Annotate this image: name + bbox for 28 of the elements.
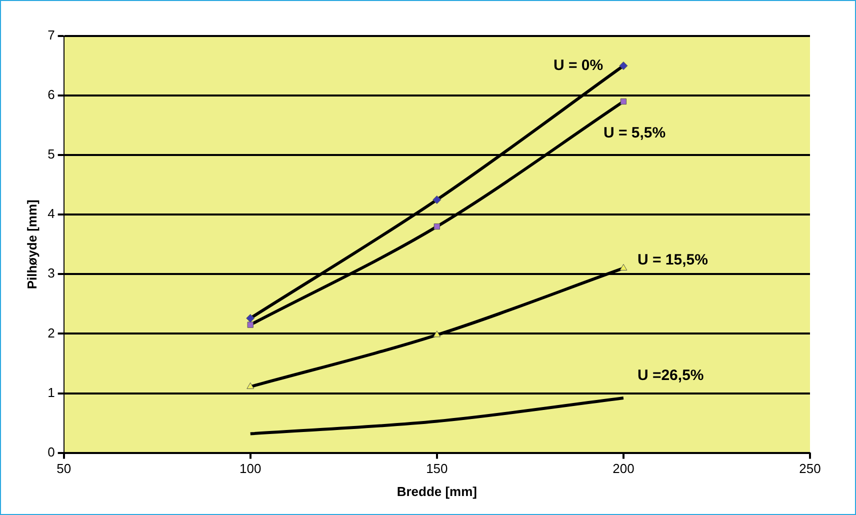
point [619, 62, 628, 70]
y-axis-title: Pilhøyde [mm] [24, 200, 40, 290]
x-tick-label: 50 [56, 461, 72, 476]
series-label: U =26,5% [637, 367, 704, 384]
x-tick-label: 250 [799, 461, 821, 476]
x-axis-title: Bredde [mm] [396, 484, 478, 499]
x-tick-label: 100 [240, 461, 262, 476]
y-tick-label: 3 [48, 266, 55, 281]
y-tick-label: 4 [48, 206, 55, 222]
point [620, 264, 628, 270]
series-label: U = 0% [553, 56, 604, 74]
y-tick-label: 0 [48, 444, 55, 460]
point [246, 314, 255, 322]
point [434, 223, 440, 230]
y-tick-label: 6 [48, 87, 55, 102]
y-tick-label: 5 [48, 146, 55, 162]
series-label: U = 15,5% [637, 251, 708, 268]
point [620, 98, 627, 105]
y-tick-label: 7 [48, 28, 55, 43]
point [246, 382, 254, 389]
y-tick-label: 1 [48, 384, 55, 400]
x-tick-label: 150 [426, 461, 448, 476]
point [432, 195, 442, 204]
x-tick-label: 200 [612, 461, 634, 476]
series-label: U = 5,5% [603, 124, 666, 142]
point [433, 330, 441, 338]
y-tick-label: 2 [48, 325, 55, 340]
point [247, 322, 254, 328]
